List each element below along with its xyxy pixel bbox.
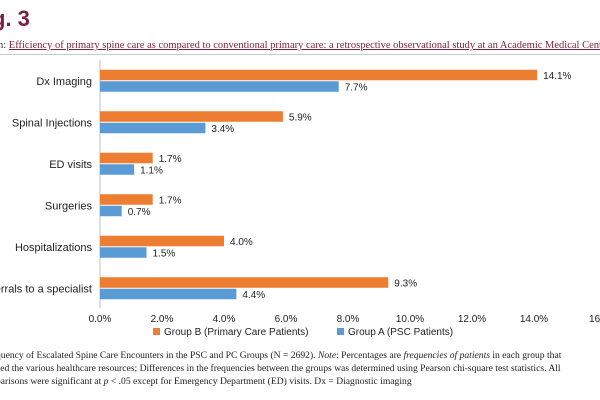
source-prefix: n:	[0, 40, 7, 51]
data-label: 14.1%	[543, 71, 571, 82]
caption-text: : Percentages are	[336, 350, 404, 361]
x-tick-label: 14.0%	[520, 314, 548, 325]
source-line: n: Efficiency of primary spine care as c…	[0, 40, 600, 51]
legend-label: Group A (PSC Patients)	[348, 327, 453, 338]
category-label: errals to a specialist	[0, 283, 92, 295]
bar-group-a	[100, 81, 339, 92]
x-tick-label: 4.0%	[213, 314, 236, 325]
x-tick-label: 8.0%	[337, 314, 360, 325]
caption-text: parisons were significant at	[0, 376, 104, 387]
data-label: 5.9%	[289, 112, 312, 123]
legend-swatch-group-b	[153, 328, 160, 335]
data-label: 7.7%	[345, 82, 368, 93]
bar-group-b	[100, 152, 153, 164]
bar-group-a	[100, 164, 135, 175]
legend-label: Group B (Primary Care Patients)	[164, 327, 309, 338]
x-tick-label: 2.0%	[151, 314, 174, 325]
category-label: Spinal Injections	[12, 117, 93, 129]
data-label: 9.3%	[394, 278, 417, 289]
bar-group-a	[100, 205, 122, 217]
x-tick-label: 6.0%	[275, 314, 298, 325]
category-label: Dx Imaging	[36, 76, 92, 88]
bar-chart: Dx Imaging 14.1% 7.7% Spinal Injections 5.9%…	[0, 60, 600, 338]
caption-emphasis: frequencies of patients	[403, 350, 490, 361]
bar-group-b	[100, 194, 153, 205]
bar-group-a	[100, 288, 237, 300]
data-label: 4.4%	[242, 290, 265, 301]
legend-swatch-group-a	[337, 328, 344, 335]
bar-group-b	[100, 277, 389, 288]
bar-group-b	[100, 235, 224, 247]
caption-p-symbol: p	[103, 376, 109, 387]
caption-line-2: zed the various healthcare resources; Di…	[0, 363, 561, 374]
data-label: 4.0%	[230, 237, 253, 248]
data-label: 1.5%	[153, 248, 176, 259]
data-label: 1.1%	[140, 165, 163, 176]
x-tick-label: 10.0%	[396, 314, 424, 325]
bar-group-a	[100, 247, 147, 258]
figure-title: g. 3	[0, 6, 30, 31]
header-divider	[0, 54, 600, 55]
caption-note-label: Note	[317, 350, 337, 361]
bar-group-b	[100, 69, 538, 81]
category-label: Surgeries	[45, 200, 93, 212]
category-label: Hospitalizations	[15, 242, 93, 254]
x-tick-label: 16.	[589, 314, 600, 325]
figure-caption: quency of Escalated Spine Care Encounter…	[0, 349, 600, 388]
x-tick-label: 12.0%	[458, 314, 486, 325]
data-label: 0.7%	[128, 207, 151, 218]
caption-text: in each group that	[489, 350, 562, 361]
bar-group-b	[100, 111, 283, 122]
x-tick-label: 0.0%	[89, 314, 112, 325]
data-label: 1.7%	[159, 154, 182, 165]
caption-text: < .05 except for Emergency Department (E…	[108, 376, 412, 387]
bar-group-a	[100, 122, 206, 134]
caption-line-3: parisons were significant at p < .05 exc…	[0, 375, 600, 388]
data-label: 1.7%	[159, 195, 182, 206]
caption-text: quency of Escalated Spine Care Encounter…	[0, 350, 318, 361]
caption-line-1: quency of Escalated Spine Care Encounter…	[0, 349, 600, 362]
data-label: 3.4%	[211, 124, 234, 135]
source-article-link[interactable]: Efficiency of primary spine care as comp…	[8, 40, 600, 51]
category-label: ED visits	[49, 159, 92, 171]
